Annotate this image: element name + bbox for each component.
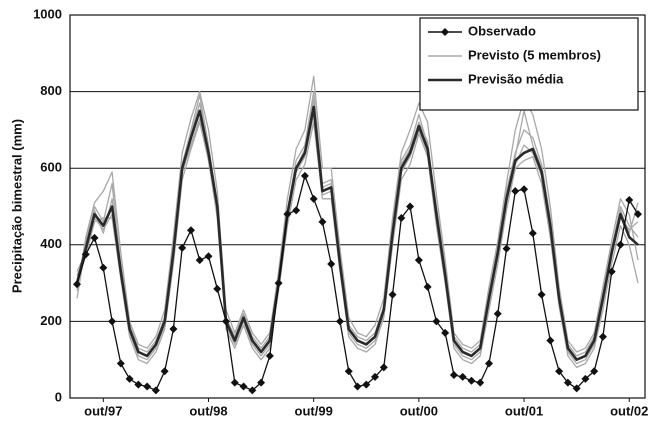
observed-marker <box>265 351 274 360</box>
observed-marker <box>371 372 380 381</box>
observed-marker <box>186 226 195 235</box>
observed-marker <box>484 359 493 368</box>
observed-marker <box>423 282 432 291</box>
observed-marker <box>344 367 353 376</box>
y-tick-label: 200 <box>40 313 62 328</box>
observed-marker <box>230 378 239 387</box>
member-line <box>76 75 639 353</box>
plot-frame <box>69 14 646 399</box>
observed-marker <box>125 374 134 383</box>
y-tick-label: 800 <box>40 83 62 98</box>
observed-marker <box>178 243 187 252</box>
observed-marker <box>362 380 371 389</box>
observed-marker <box>449 371 458 380</box>
observed-marker <box>388 290 397 299</box>
legend-box <box>419 17 639 111</box>
observed-marker <box>537 290 546 299</box>
observed-marker <box>634 210 642 219</box>
observed-marker <box>318 217 327 226</box>
x-tick-label: out/01 <box>505 403 543 418</box>
observed-marker <box>563 378 572 387</box>
observed-marker <box>90 233 99 242</box>
observed-marker <box>335 317 344 326</box>
legend-label: Previsão média <box>468 71 564 86</box>
observed-marker <box>239 382 248 391</box>
observed-marker <box>169 325 178 334</box>
legend-label: Previsto (5 membros) <box>468 47 601 62</box>
observed-marker <box>511 187 520 196</box>
observed-marker <box>546 336 555 345</box>
observed-marker <box>300 171 309 180</box>
observed-marker <box>441 328 450 337</box>
observed-marker <box>572 384 581 393</box>
observed-marker <box>555 367 564 376</box>
observed-marker <box>625 195 634 204</box>
observed-marker <box>528 229 537 238</box>
observed-marker <box>406 202 415 211</box>
observed-marker <box>108 317 117 326</box>
y-tick-label: 1000 <box>33 6 62 21</box>
y-tick-label: 0 <box>55 389 62 404</box>
observed-marker <box>327 259 336 268</box>
observed-marker <box>151 386 160 395</box>
observed-marker <box>195 256 204 265</box>
observed-marker <box>292 206 301 215</box>
observed-marker <box>248 386 257 395</box>
observed-marker <box>616 240 625 249</box>
observed-marker <box>222 317 231 326</box>
observed-marker <box>379 363 388 372</box>
observed-marker <box>458 372 467 381</box>
x-tick-label: out/02 <box>610 403 648 418</box>
observed-marker <box>81 250 90 259</box>
observed-marker <box>257 378 266 387</box>
observed-marker <box>73 280 81 289</box>
observed-marker <box>134 380 143 389</box>
observed-marker <box>414 256 423 265</box>
observed-marker <box>116 359 125 368</box>
mean-line <box>75 105 639 361</box>
y-tick-label: 400 <box>40 236 62 251</box>
observed-marker <box>353 382 362 391</box>
observed-marker <box>590 367 599 376</box>
observed-marker <box>213 284 222 293</box>
observed-marker <box>99 263 108 272</box>
legend-marker <box>441 28 449 36</box>
x-tick-label: out/98 <box>189 403 227 418</box>
y-tick-label: 600 <box>40 160 62 175</box>
legend-label: Observado <box>468 23 536 38</box>
observed-marker <box>283 210 292 219</box>
observed-marker <box>397 213 406 222</box>
observed-marker <box>160 367 169 376</box>
x-tick-label: out/97 <box>84 403 122 418</box>
observed-marker <box>598 332 607 341</box>
observed-marker <box>607 267 616 276</box>
observed-marker <box>143 382 152 391</box>
y-axis-label: Precipitação bimestral (mm) <box>9 119 24 293</box>
x-tick-label: out/99 <box>295 403 333 418</box>
observed-marker <box>581 374 590 383</box>
observed-marker <box>309 194 318 203</box>
observed-marker <box>476 378 485 387</box>
observed-marker <box>204 252 213 261</box>
observed-marker <box>274 279 283 288</box>
observed-line <box>76 175 639 391</box>
observed-marker <box>467 376 476 385</box>
member-line <box>76 90 639 357</box>
observed-marker <box>493 309 502 318</box>
x-tick-label: out/00 <box>400 403 438 418</box>
observed-marker <box>502 244 511 253</box>
observed-marker <box>520 185 529 194</box>
observed-marker <box>432 317 441 326</box>
